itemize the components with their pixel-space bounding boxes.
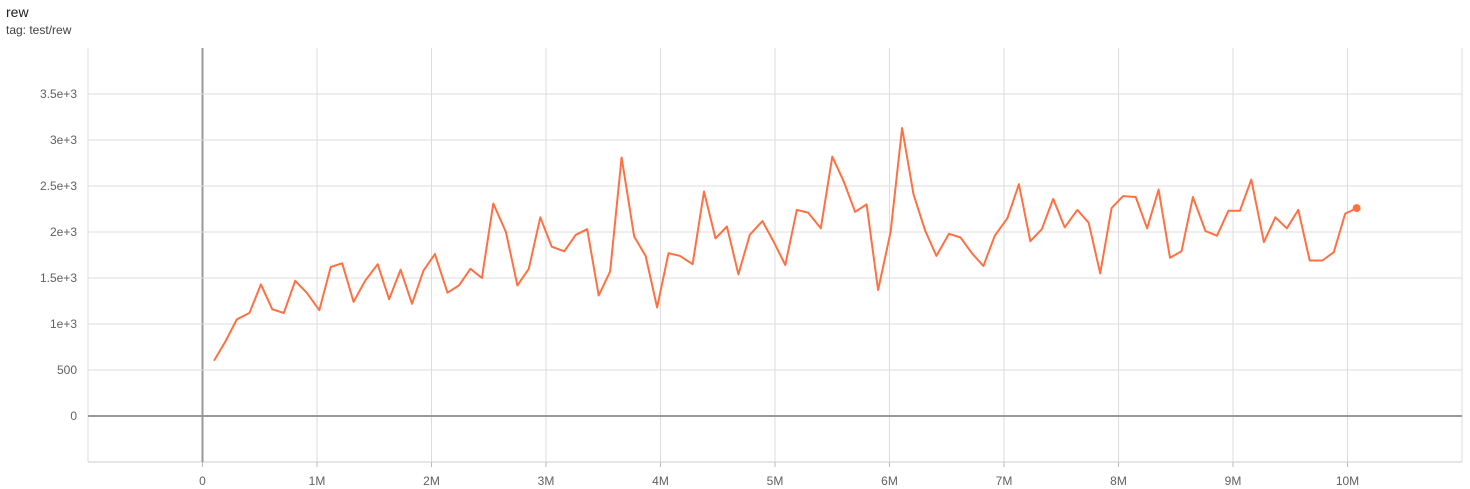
x-tick-label: 1M [309, 474, 326, 488]
x-tick-label: 2M [423, 474, 440, 488]
x-tick-label: 7M [996, 474, 1013, 488]
x-tick-label: 10M [1336, 474, 1359, 488]
x-tick-label: 8M [1110, 474, 1127, 488]
y-tick-label: 500 [57, 363, 77, 377]
chart-tag: tag: test/rew [6, 23, 72, 37]
series-line [213, 127, 1358, 362]
x-tick-label: 6M [881, 474, 898, 488]
y-tick-label: 0 [70, 409, 77, 423]
x-tick-label: 9M [1225, 474, 1242, 488]
y-tick-label: 2.5e+3 [40, 179, 77, 193]
chart-title: rew [6, 4, 29, 20]
y-tick-label: 2e+3 [50, 225, 77, 239]
x-tick-label: 0 [199, 474, 206, 488]
x-tick-label: 5M [767, 474, 784, 488]
x-tick-label: 4M [652, 474, 669, 488]
y-tick-label: 1.5e+3 [40, 271, 77, 285]
last-data-point [1352, 204, 1361, 213]
x-tick-label: 3M [538, 474, 555, 488]
y-tick-label: 1e+3 [50, 317, 77, 331]
y-tick-label: 3.5e+3 [40, 87, 77, 101]
y-tick-label: 3e+3 [50, 133, 77, 147]
